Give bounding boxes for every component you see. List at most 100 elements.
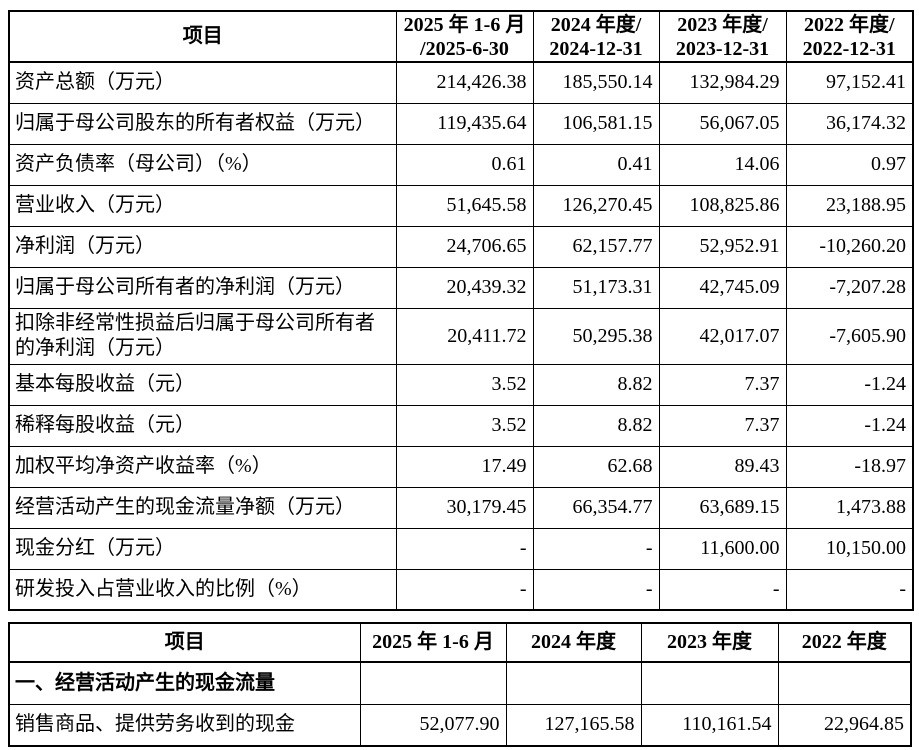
row-value: 36,174.32	[785, 102, 914, 145]
table-row-operating-cash-flow: 经营活动产生的现金流量净额（万元） 30,179.45 66,354.77 63…	[8, 486, 914, 529]
row-value: 22,964.85	[777, 703, 912, 747]
table-row-weighted-roe: 加权平均净资产收益率（%） 17.49 62.68 89.43 -18.97	[8, 445, 914, 488]
table-header-row: 项目 2025 年 1-6 月 2024 年度 2023 年度 2022 年度	[8, 622, 912, 663]
row-value: 110,161.54	[640, 703, 779, 747]
row-value: 24,706.65	[395, 225, 534, 268]
table-row-section-operating-activities: 一、经营活动产生的现金流量	[8, 661, 912, 705]
row-value: 126,270.45	[532, 184, 660, 227]
column-header-line1: 2022 年度/	[803, 13, 895, 36]
row-value: 52,952.91	[658, 225, 787, 268]
row-value: -	[395, 568, 534, 611]
row-value: 42,017.07	[658, 307, 787, 365]
row-label: 资产总额（万元）	[8, 61, 397, 104]
row-value: 0.41	[532, 143, 660, 186]
row-value: 89.43	[658, 445, 787, 488]
row-value: 214,426.38	[395, 61, 534, 104]
column-header-item: 项目	[8, 622, 361, 663]
column-header-2025: 2025 年 1-6 月	[359, 622, 507, 663]
row-label: 扣除非经常性损益后归属于母公司所有者的净利润（万元）	[8, 307, 397, 365]
row-value: -	[532, 568, 660, 611]
column-header-2024: 2024 年度/ 2024-12-31	[532, 10, 660, 63]
column-header-2022: 2022 年度	[777, 622, 912, 663]
financial-indicators-table: 项目 2025 年 1-6 月 /2025-6-30 2024 年度/ 2024…	[8, 10, 914, 611]
row-value: -1.24	[785, 404, 914, 447]
column-header-2024: 2024 年度	[505, 622, 642, 663]
row-value	[777, 661, 912, 705]
row-value: 56,067.05	[658, 102, 787, 145]
table-row-cash-dividend: 现金分红（万元） - - 11,600.00 10,150.00	[8, 527, 914, 570]
table-row-debt-ratio: 资产负债率（母公司）（%） 0.61 0.41 14.06 0.97	[8, 143, 914, 186]
row-value: 52,077.90	[359, 703, 507, 747]
row-value: 185,550.14	[532, 61, 660, 104]
row-value: -	[395, 527, 534, 570]
row-value: 51,173.31	[532, 266, 660, 309]
row-value: -7,207.28	[785, 266, 914, 309]
row-value: 1,473.88	[785, 486, 914, 529]
row-value: 127,165.58	[505, 703, 642, 747]
column-header-2023: 2023 年度/ 2023-12-31	[658, 10, 787, 63]
row-value: 62,157.77	[532, 225, 660, 268]
row-value: 63,689.15	[658, 486, 787, 529]
column-header-line2: 2023-12-31	[675, 37, 770, 60]
table-row-rd-ratio: 研发投入占营业收入的比例（%） - - - -	[8, 568, 914, 611]
column-header-line2: /2025-6-30	[420, 37, 509, 60]
row-label: 销售商品、提供劳务收到的现金	[8, 703, 361, 747]
row-value: 8.82	[532, 404, 660, 447]
row-value: 8.82	[532, 363, 660, 406]
row-value: 3.52	[395, 404, 534, 447]
row-value: 17.49	[395, 445, 534, 488]
table-row-cash-from-sales: 销售商品、提供劳务收到的现金 52,077.90 127,165.58 110,…	[8, 703, 912, 747]
row-value	[359, 661, 507, 705]
row-value: -	[532, 527, 660, 570]
column-header-line2: 2024-12-31	[549, 37, 643, 60]
row-value: 106,581.15	[532, 102, 660, 145]
row-value: -	[658, 568, 787, 611]
row-value: 7.37	[658, 363, 787, 406]
row-value: 108,825.86	[658, 184, 787, 227]
row-value: 119,435.64	[395, 102, 534, 145]
row-label: 加权平均净资产收益率（%）	[8, 445, 397, 488]
column-header-line1: 2024 年度/	[550, 13, 642, 36]
table-row-deducted-net-profit: 扣除非经常性损益后归属于母公司所有者的净利润（万元） 20,411.72 50,…	[8, 307, 914, 365]
row-value: 51,645.58	[395, 184, 534, 227]
row-label: 净利润（万元）	[8, 225, 397, 268]
column-header-2022: 2022 年度/ 2022-12-31	[785, 10, 914, 63]
column-header-2025: 2025 年 1-6 月 /2025-6-30	[395, 10, 534, 63]
table-row-total-assets: 资产总额（万元） 214,426.38 185,550.14 132,984.2…	[8, 61, 914, 104]
row-value: 30,179.45	[395, 486, 534, 529]
table-row-parent-net-profit: 归属于母公司所有者的净利润（万元） 20,439.32 51,173.31 42…	[8, 266, 914, 309]
row-value: -1.24	[785, 363, 914, 406]
row-value	[505, 661, 642, 705]
row-value: 97,152.41	[785, 61, 914, 104]
row-value: 7.37	[658, 404, 787, 447]
row-value: 20,439.32	[395, 266, 534, 309]
row-value: 66,354.77	[532, 486, 660, 529]
row-value: 0.97	[785, 143, 914, 186]
section-row-label: 一、经营活动产生的现金流量	[8, 661, 361, 705]
table-row-diluted-eps: 稀释每股收益（元） 3.52 8.82 7.37 -1.24	[8, 404, 914, 447]
row-label: 资产负债率（母公司）（%）	[8, 143, 397, 186]
row-value: 23,188.95	[785, 184, 914, 227]
table-row-parent-equity: 归属于母公司股东的所有者权益（万元） 119,435.64 106,581.15…	[8, 102, 914, 145]
row-value: 132,984.29	[658, 61, 787, 104]
row-label: 归属于母公司股东的所有者权益（万元）	[8, 102, 397, 145]
column-header-line1: 2023 年度/	[677, 13, 768, 36]
row-value: 42,745.09	[658, 266, 787, 309]
row-value: 20,411.72	[395, 307, 534, 365]
table-header-row: 项目 2025 年 1-6 月 /2025-6-30 2024 年度/ 2024…	[8, 10, 914, 63]
row-label: 归属于母公司所有者的净利润（万元）	[8, 266, 397, 309]
row-label: 现金分红（万元）	[8, 527, 397, 570]
row-label: 基本每股收益（元）	[8, 363, 397, 406]
table-row-revenue: 营业收入（万元） 51,645.58 126,270.45 108,825.86…	[8, 184, 914, 227]
row-value: -10,260.20	[785, 225, 914, 268]
cash-flow-table: 项目 2025 年 1-6 月 2024 年度 2023 年度 2022 年度 …	[8, 622, 912, 747]
row-value: 10,150.00	[785, 527, 914, 570]
row-value: 62.68	[532, 445, 660, 488]
row-label: 稀释每股收益（元）	[8, 404, 397, 447]
column-header-item: 项目	[8, 10, 397, 63]
row-value	[640, 661, 779, 705]
row-value: 3.52	[395, 363, 534, 406]
row-label: 经营活动产生的现金流量净额（万元）	[8, 486, 397, 529]
column-header-line2: 2022-12-31	[802, 37, 896, 60]
row-value: -18.97	[785, 445, 914, 488]
